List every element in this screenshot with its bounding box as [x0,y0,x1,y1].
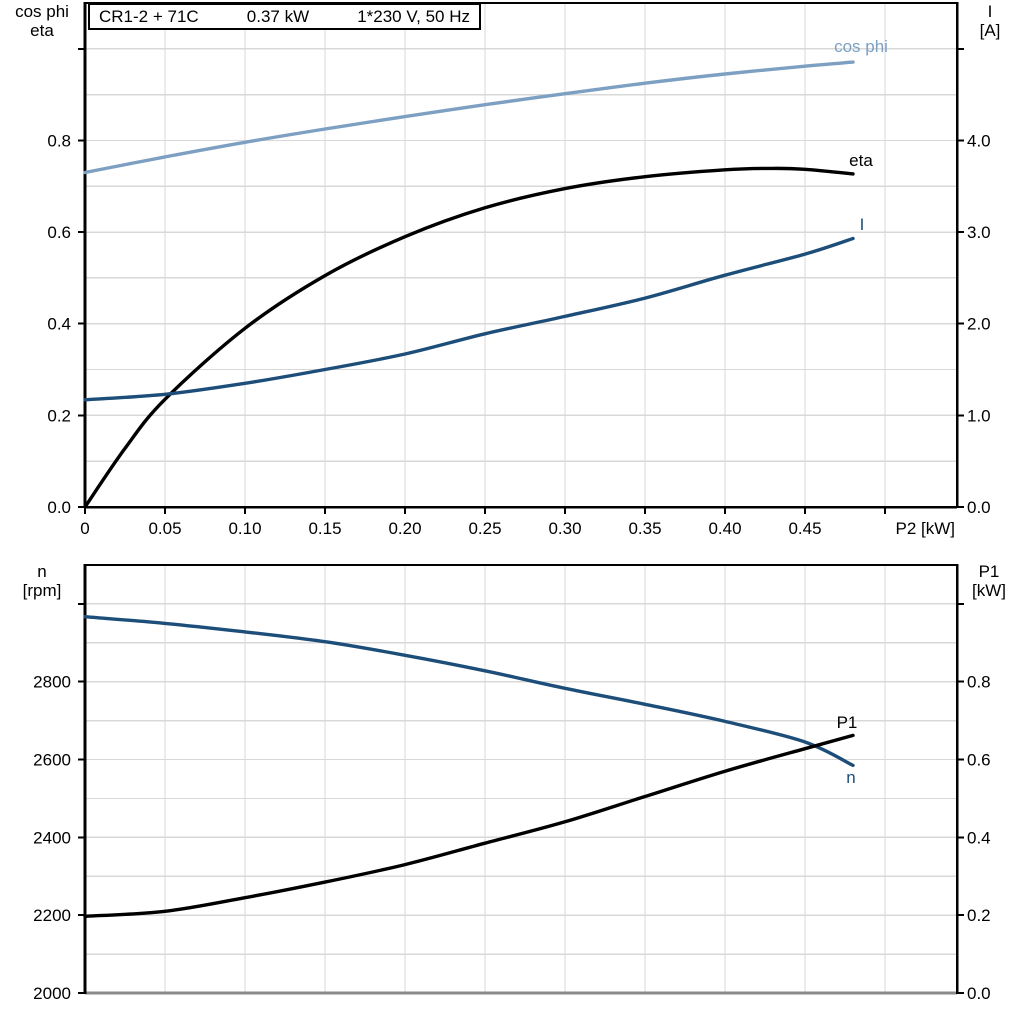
right-axis-tick-label: 0.0 [967,498,991,517]
left-axis-tick-label: 0.4 [47,315,71,334]
x-axis-tick-label: 0.05 [148,519,181,538]
curve-cos-phi [83,60,855,175]
x-axis-tick-label: 0.25 [468,519,501,538]
title-voltage-frequency: 1*230 V, 50 Hz [357,6,470,26]
right-axis-tick-label: 0.0 [967,984,991,1003]
x-axis-tick-label: 0 [80,519,89,538]
right-axis-tick-label: 0.6 [967,751,991,770]
right-axis-tick-label: 0.2 [967,906,991,925]
curve-label-p1: P1 [837,713,858,732]
curve-i [83,236,855,402]
curve-p1 [83,733,855,918]
title-power-rating: 0.37 kW [246,6,310,26]
x-axis-tick-label: 0.40 [708,519,741,538]
chart-title-box: CR1-2 + 71C 0.37 kW 1*230 V, 50 Hz [88,3,481,30]
right-axis-tick-label: 4.0 [967,131,991,150]
x-axis-tick-label: 0.30 [548,519,581,538]
curve-n [83,615,855,768]
curve-label-cos-phi: cos phi [834,37,888,56]
axis-title-speed-unit: [rpm] [22,581,62,600]
axis-title-current: I [987,2,993,21]
x-axis-title: P2 [kW] [895,519,955,538]
top-left-axis-title: cos phi eta [2,2,82,40]
curve-label-eta: eta [849,151,873,170]
left-axis-tick-label: 0.2 [47,406,71,425]
right-axis-tick-label: 2.0 [967,315,991,334]
left-axis-tick-label: 2800 [33,673,71,692]
axis-title-current-unit: [A] [979,21,1001,40]
left-axis-tick-label: 2400 [33,828,71,847]
top-right-axis-title: I [A] [960,2,1020,40]
x-axis-tick-label: 0.10 [228,519,261,538]
right-axis-tick-label: 1.0 [967,406,991,425]
axis-title-speed: n [37,562,47,581]
axis-title-input-power: P1 [978,562,1000,581]
right-axis-tick-label: 0.4 [967,828,991,847]
x-axis-tick-label: 0.45 [788,519,821,538]
left-axis-tick-label: 0.0 [47,498,71,517]
right-axis-tick-label: 0.8 [967,673,991,692]
x-axis-tick-label: 0.35 [628,519,661,538]
left-axis-tick-label: 0.6 [47,223,71,242]
left-axis-tick-label: 2600 [33,751,71,770]
curve-label-n: n [846,768,855,787]
bottom-left-axis-title: n [rpm] [2,562,82,600]
left-axis-tick-label: 2200 [33,906,71,925]
x-axis-tick-label: 0.15 [308,519,341,538]
title-pump-type: CR1-2 + 71C [99,6,199,26]
x-axis-tick-label: 0.20 [388,519,421,538]
curve-eta [83,166,855,509]
right-axis-tick-label: 3.0 [967,223,991,242]
axis-title-cos-phi: cos phi [15,2,69,21]
left-axis-tick-label: 0.8 [47,131,71,150]
bottom-right-axis-title: P1 [kW] [957,562,1021,600]
axis-title-eta: eta [30,21,54,40]
left-axis-tick-label: 2000 [33,984,71,1003]
axis-title-input-power-unit: [kW] [972,581,1006,600]
curve-label-i: I [860,215,865,234]
